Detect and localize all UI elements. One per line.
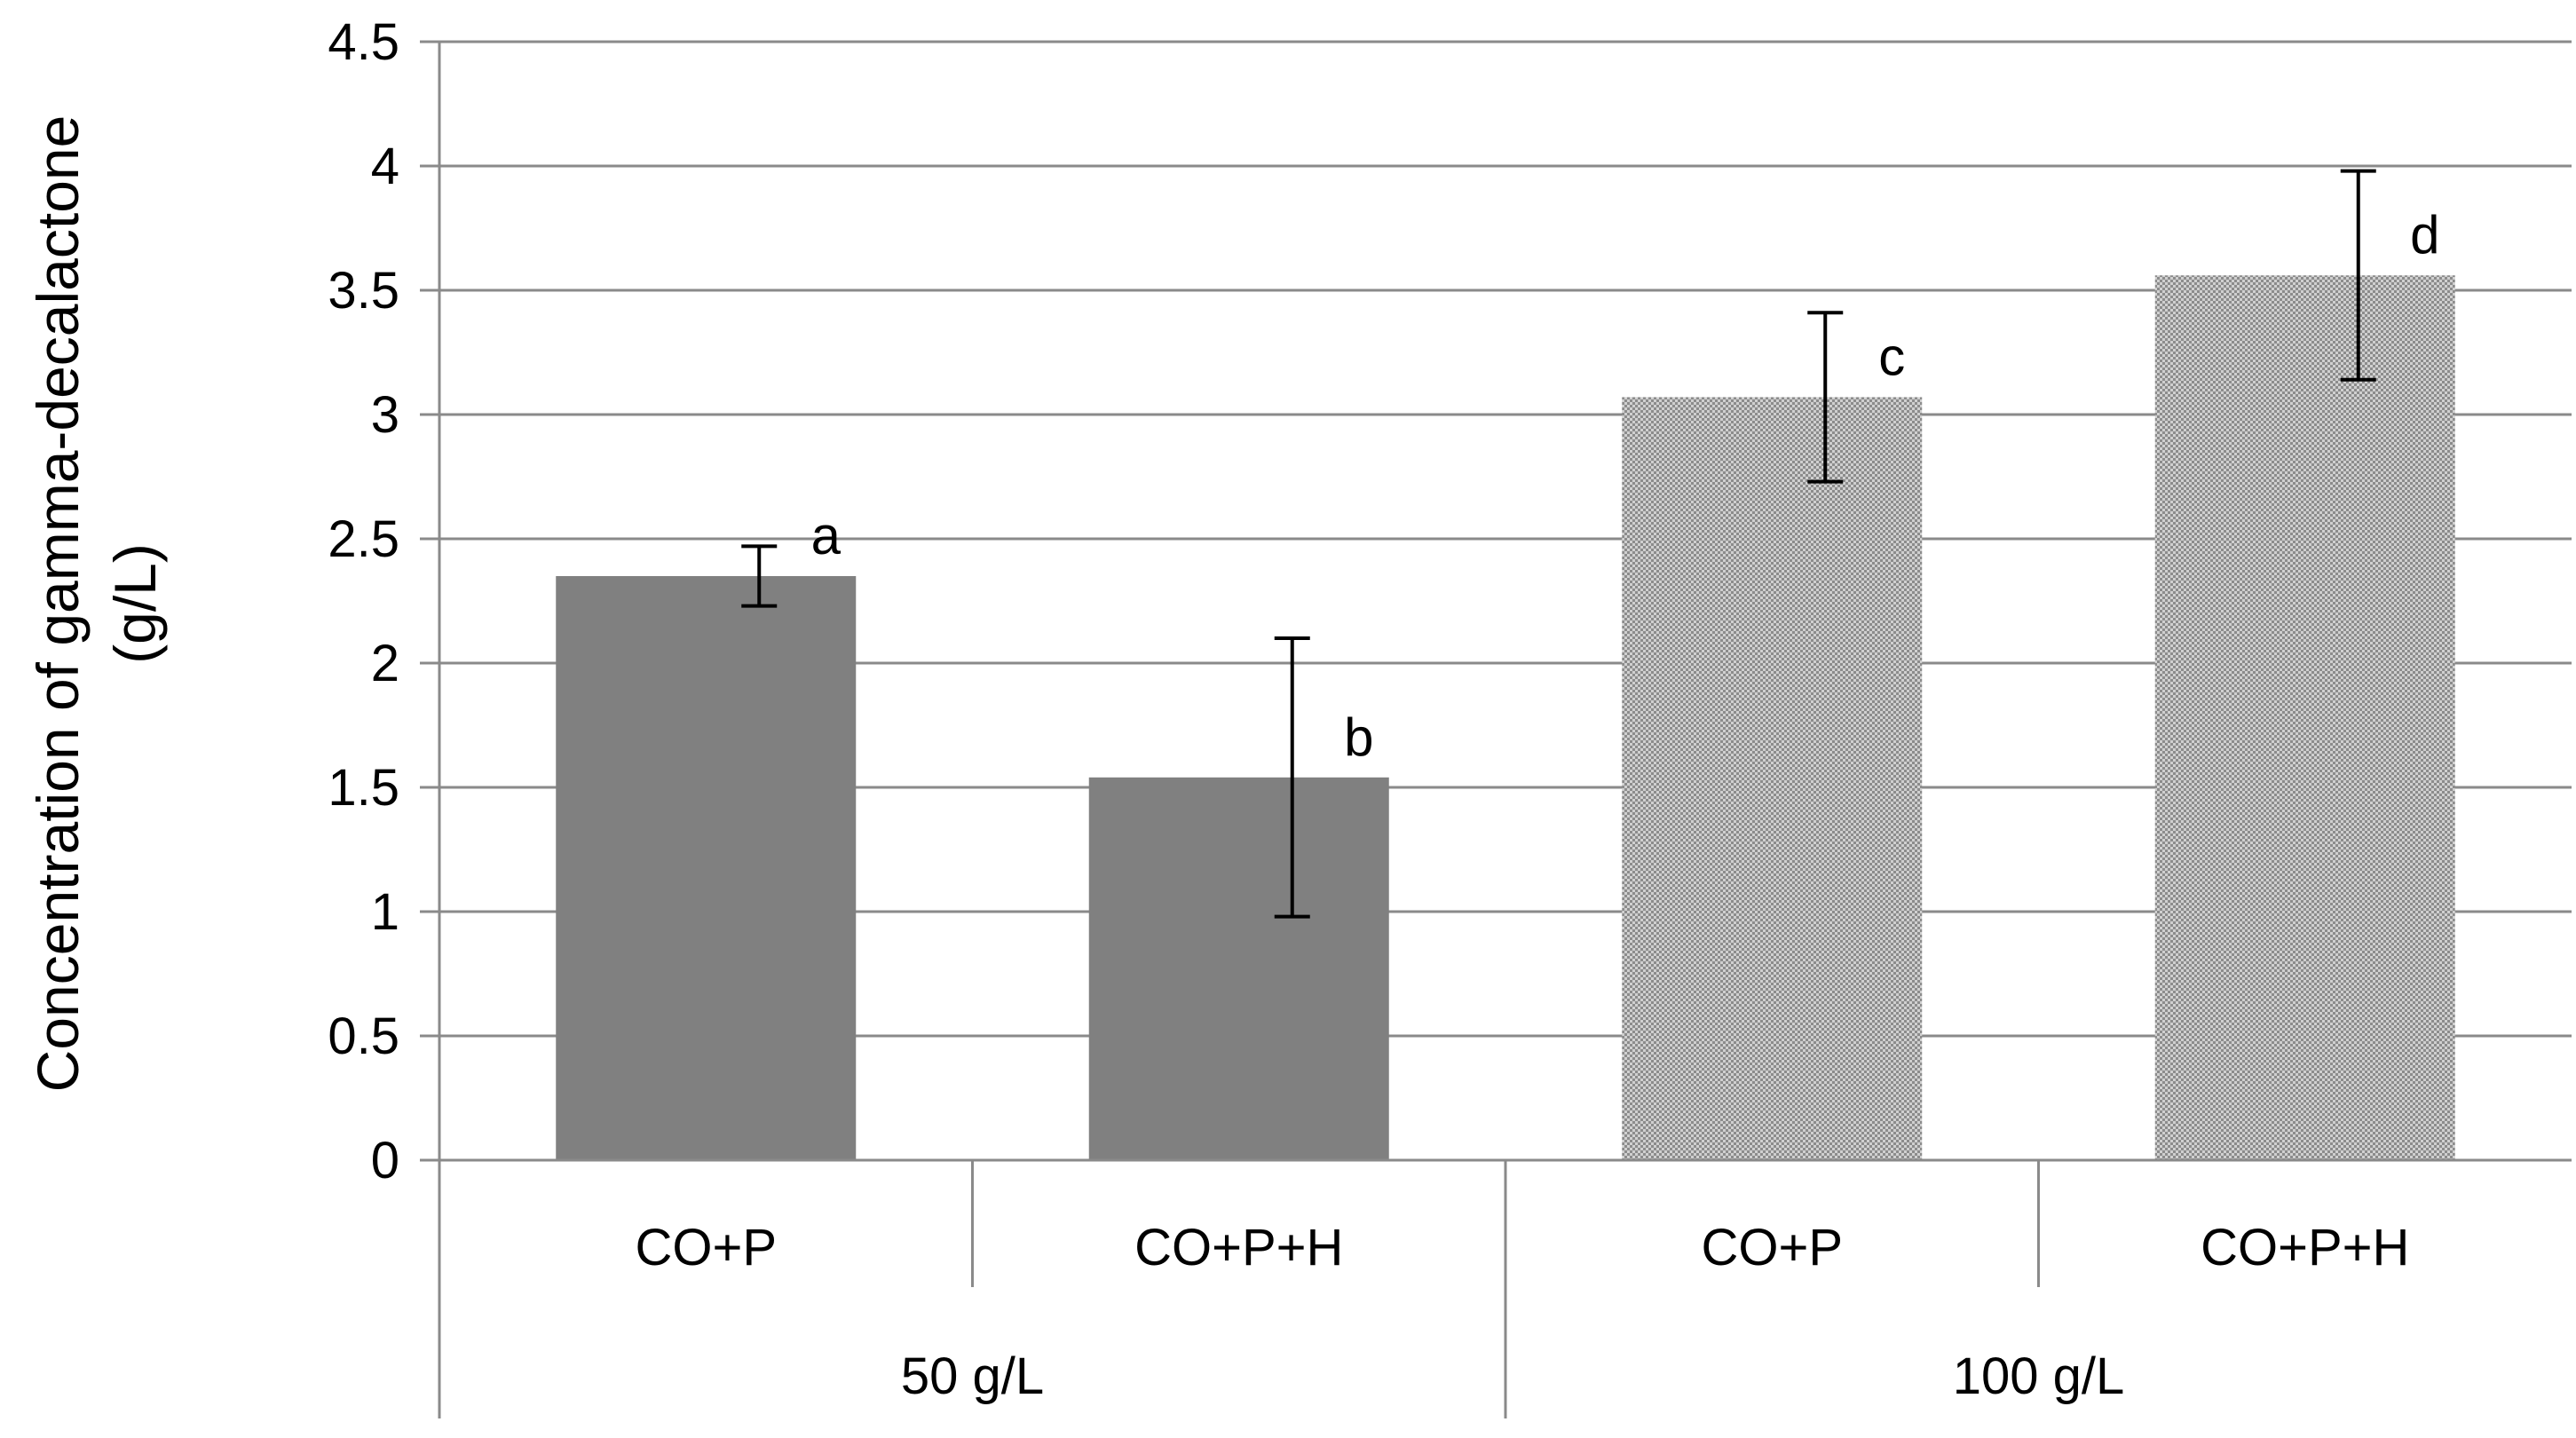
category-label: CO+P+H (1134, 1219, 1343, 1276)
bar (1622, 397, 1923, 1160)
y-tick-label: 1.5 (328, 759, 399, 817)
y-tick-label: 1 (371, 883, 399, 941)
labels: 0 0.5 1 1.5 2 2.5 3 3.5 4 4.5 a CO+P b CO+P+H c CO+P d CO… (25, 13, 2439, 1405)
category-label: CO+P (635, 1219, 777, 1276)
y-tick-label: 2.5 (328, 510, 399, 568)
axes (420, 40, 2572, 1418)
group-label: 100 g/L (1953, 1347, 2125, 1405)
y-tick-label: 2 (371, 635, 399, 692)
y-tick-label: 3.5 (328, 262, 399, 320)
y-tick-label: 3 (371, 386, 399, 444)
significance-letter: a (811, 506, 842, 565)
significance-letter: c (1878, 327, 1905, 386)
y-tick-label: 4 (371, 138, 399, 195)
bar (556, 576, 857, 1160)
significance-letter: b (1344, 707, 1373, 767)
y-tick-label: 0.5 (328, 1007, 399, 1065)
y-tick-label: 4.5 (328, 13, 399, 71)
bar (1088, 777, 1389, 1160)
bars (556, 169, 2455, 1160)
y-axis-title-unit: (g/L) (102, 543, 168, 664)
bar (2154, 275, 2455, 1160)
category-label: CO+P (1701, 1219, 1843, 1276)
group-label: 50 g/L (901, 1347, 1044, 1405)
significance-letter: d (2410, 205, 2439, 265)
y-tick-label: 0 (371, 1132, 399, 1189)
category-label: CO+P+H (2201, 1219, 2409, 1276)
y-axis-title: Concentration of gamma-decalactone (25, 115, 91, 1093)
